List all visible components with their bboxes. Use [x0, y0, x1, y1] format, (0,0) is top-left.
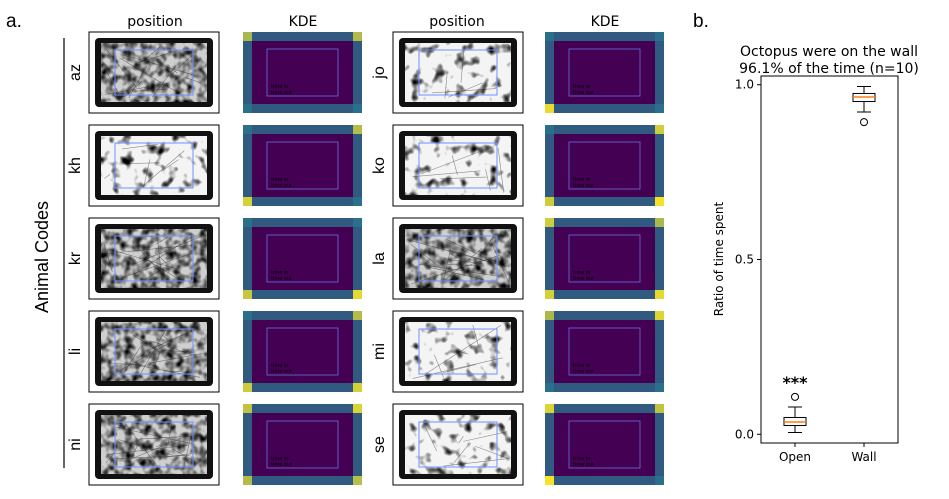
animal-code-label: se [371, 436, 388, 453]
y-tick-label: 0.5 [735, 253, 754, 267]
animal-code-label: la [371, 252, 388, 265]
kde-time-out-annotation: time out [573, 276, 594, 282]
animal-codes-axis-title: Animal Codes [32, 201, 52, 313]
kde-time-out-annotation: time out [573, 183, 594, 189]
kde-time-in-annotation: time in [573, 177, 590, 183]
position-plot [392, 217, 524, 300]
animal-code-label: mi [371, 343, 388, 360]
x-ticks: Open Wall [779, 443, 877, 464]
kde-time-out-annotation: time out [271, 90, 292, 96]
box-open [783, 392, 807, 434]
animal-code-label: jo [371, 66, 388, 80]
column-header-position-right: position [429, 14, 484, 30]
kde-time-out-annotation: time out [271, 183, 292, 189]
position-plot [392, 124, 524, 207]
position-plot [392, 31, 524, 114]
box-wall [852, 85, 876, 127]
kde-time-in-annotation: time in [271, 177, 288, 183]
kde-time-out-annotation: time out [271, 276, 292, 282]
position-plot [88, 31, 220, 114]
panel-a-label: a. [6, 11, 22, 32]
kde-time-out-annotation: time out [573, 369, 594, 375]
kde-time-in-annotation: time in [573, 456, 590, 462]
chart-title-line1: Octopus were on the wall [740, 44, 918, 60]
kde-time-in-annotation: time in [271, 456, 288, 462]
boxes [783, 85, 876, 434]
box-plot: Ratio of time spent 0.0 0.5 1.0 Open Wall *… [712, 75, 899, 464]
kde-time-in-annotation: time in [271, 363, 288, 369]
kde-time-in-annotation: time in [271, 270, 288, 276]
animal-code-label: az [67, 64, 84, 81]
position-plot [88, 217, 220, 300]
column-header-kde-right: KDE [591, 14, 620, 30]
y-ticks: 0.0 0.5 1.0 [735, 78, 761, 441]
animal-code-label: li [67, 348, 84, 355]
position-plot [88, 310, 220, 393]
kde-time-out-annotation: time out [573, 462, 594, 468]
position-plot [392, 403, 524, 486]
y-tick-label: 1.0 [735, 78, 754, 92]
position-plot [392, 310, 524, 393]
significance-marker: *** [782, 373, 808, 392]
x-tick-label-open: Open [779, 450, 811, 464]
animal-code-label: ko [371, 157, 388, 174]
kde-time-in-annotation: time in [271, 84, 288, 90]
animal-code-label: kh [67, 157, 84, 174]
kde-time-in-annotation: time in [573, 84, 590, 90]
outlier-point [791, 392, 799, 401]
animal-code-label: kr [67, 251, 84, 265]
y-axis-label: Ratio of time spent [712, 201, 726, 316]
column-header-kde-left: KDE [289, 14, 318, 30]
panel-b-label: b. [693, 11, 709, 32]
kde-time-in-annotation: time in [573, 270, 590, 276]
kde-time-out-annotation: time out [271, 369, 292, 375]
outlier-point [860, 118, 868, 127]
position-plot [88, 403, 220, 486]
animal-code-label: ni [67, 438, 84, 450]
column-header-position-left: position [127, 14, 182, 30]
position-plot [88, 124, 220, 207]
chart-title-line2: 96.1% of the time (n=10) [739, 61, 919, 77]
kde-time-in-annotation: time in [573, 363, 590, 369]
y-tick-label: 0.0 [735, 427, 754, 441]
kde-time-out-annotation: time out [271, 462, 292, 468]
kde-time-out-annotation: time out [573, 90, 594, 96]
x-tick-label-wall: Wall [851, 450, 876, 464]
